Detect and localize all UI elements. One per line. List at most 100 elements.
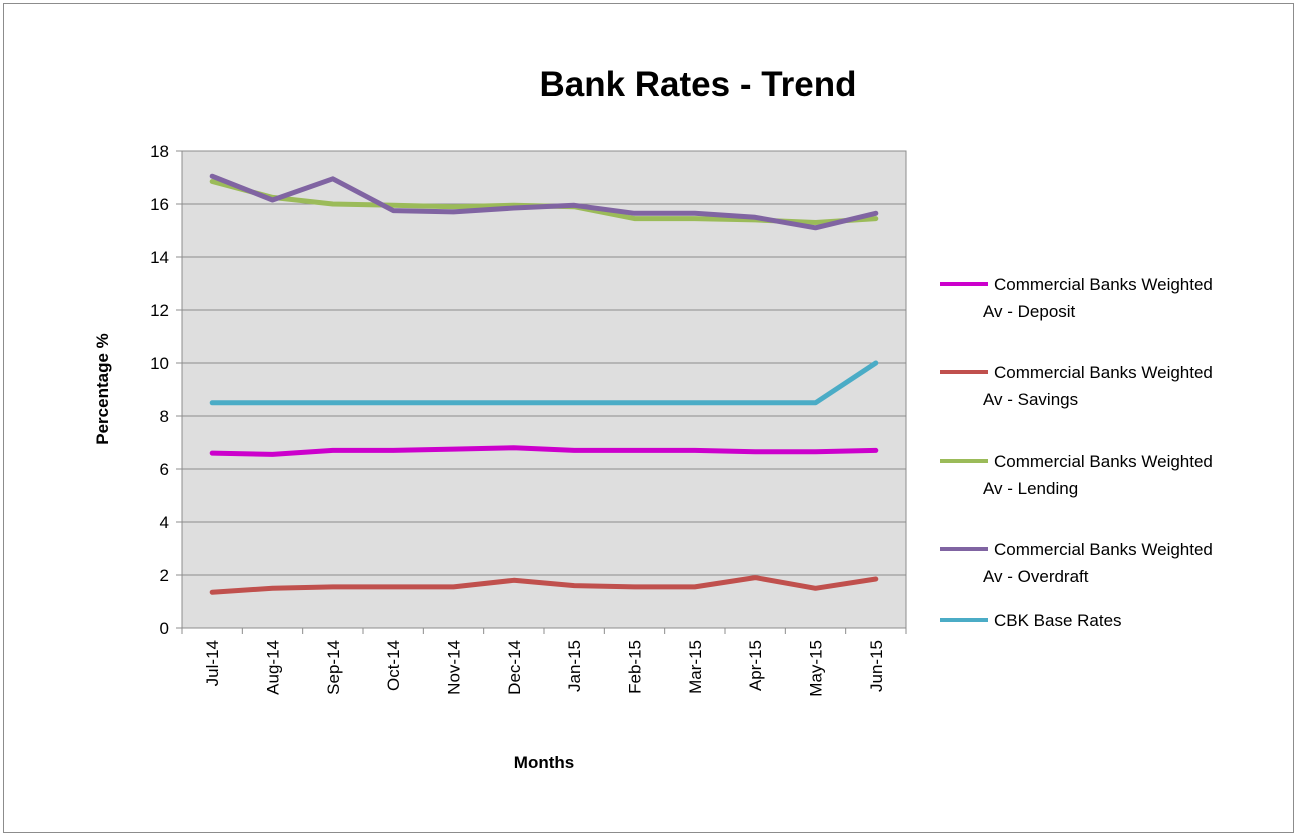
x-tick-label: Apr-15 [746, 640, 765, 691]
data-point [875, 218, 877, 220]
y-tick-label: 6 [160, 460, 169, 479]
data-point [573, 585, 575, 587]
data-point [272, 453, 273, 455]
data-point [272, 199, 273, 201]
series-line [209, 173, 879, 231]
data-point [694, 449, 696, 451]
series-line [209, 445, 879, 457]
data-point [875, 212, 877, 214]
data-point [272, 587, 273, 589]
data-point [211, 452, 213, 454]
chart-title: Bank Rates - Trend [539, 65, 856, 104]
data-point [513, 402, 515, 404]
legend: Commercial Banks Weighted Av - Deposit Com… [940, 275, 1213, 630]
y-tick-label: 0 [160, 619, 169, 638]
data-point [211, 402, 213, 404]
data-point [754, 402, 756, 404]
data-point [453, 211, 454, 213]
x-tick-label: Jun-15 [867, 640, 886, 692]
data-point [875, 449, 877, 451]
legend-label: Commercial Banks Weighted [994, 275, 1213, 294]
data-point [513, 207, 515, 209]
data-point [513, 447, 515, 449]
legend-label: Av - Deposit [983, 302, 1076, 321]
legend-label: Av - Lending [983, 479, 1078, 498]
plot-area [181, 150, 907, 629]
series-lines [209, 173, 879, 595]
data-point [815, 222, 816, 223]
legend-label: Commercial Banks Weighted [994, 540, 1213, 559]
gridlines [182, 203, 906, 576]
x-tick-label: Feb-15 [626, 640, 645, 694]
y-axis-ticks: 0 2 4 6 8 10 12 14 16 18 [150, 142, 182, 638]
legend-label: CBK Base Rates [994, 611, 1122, 630]
data-point [453, 586, 454, 588]
y-tick-label: 18 [150, 142, 169, 161]
x-tick-label: Jul-14 [203, 640, 222, 686]
data-point [211, 175, 213, 177]
data-point [392, 586, 394, 588]
data-point [332, 203, 334, 205]
data-point [332, 449, 334, 451]
x-tick-label: Oct-14 [384, 640, 403, 691]
legend-label: Commercial Banks Weighted [994, 363, 1213, 382]
y-tick-label: 16 [150, 195, 169, 214]
data-point [815, 451, 816, 453]
x-tick-label: Sep-14 [324, 640, 343, 695]
data-point [453, 402, 454, 404]
x-axis-title: Months [514, 753, 574, 772]
data-point [392, 210, 394, 212]
data-point [211, 591, 213, 593]
data-point [211, 181, 213, 182]
data-point [815, 402, 816, 404]
series-line [209, 575, 879, 595]
y-axis-title: Percentage % [93, 333, 112, 445]
data-point [332, 402, 334, 404]
data-point [634, 402, 635, 404]
x-tick-label: Aug-14 [264, 640, 283, 695]
data-point [694, 402, 696, 404]
y-tick-label: 8 [160, 407, 169, 426]
data-point [815, 227, 816, 229]
data-point [634, 212, 635, 214]
y-tick-label: 14 [150, 248, 169, 267]
data-point [694, 586, 696, 588]
data-point [694, 212, 696, 214]
y-tick-label: 2 [160, 566, 169, 585]
data-point [453, 206, 454, 208]
y-tick-label: 4 [160, 513, 169, 532]
data-point [694, 218, 696, 220]
data-point [875, 362, 877, 364]
data-point [634, 586, 635, 588]
x-tick-label: Mar-15 [686, 640, 705, 694]
data-point [573, 204, 575, 206]
data-point [332, 586, 334, 588]
legend-label: Commercial Banks Weighted [994, 452, 1213, 471]
series-line [209, 360, 879, 406]
data-point [754, 451, 756, 453]
data-point [392, 449, 394, 451]
data-point [754, 577, 756, 579]
data-point [634, 218, 635, 220]
data-point [513, 579, 515, 581]
data-point [392, 402, 394, 404]
data-point [754, 216, 756, 218]
y-tick-label: 10 [150, 354, 169, 373]
data-point [573, 402, 575, 404]
x-tick-label: Dec-14 [505, 640, 524, 695]
data-point [634, 449, 635, 451]
y-tick-label: 12 [150, 301, 169, 320]
x-tick-label: May-15 [807, 640, 826, 697]
data-point [875, 578, 877, 580]
legend-label: Av - Savings [983, 390, 1078, 409]
data-point [392, 204, 394, 206]
x-tick-label: Jan-15 [565, 640, 584, 692]
data-point [332, 178, 334, 180]
data-point [453, 448, 454, 450]
x-axis-ticks: Jul-14 Aug-14 Sep-14 Oct-14 Nov-14 Dec-14 Jan-… [181, 628, 907, 697]
data-point [573, 449, 575, 451]
x-tick-label: Nov-14 [445, 640, 464, 695]
legend-label: Av - Overdraft [983, 567, 1089, 586]
data-point [272, 402, 273, 404]
